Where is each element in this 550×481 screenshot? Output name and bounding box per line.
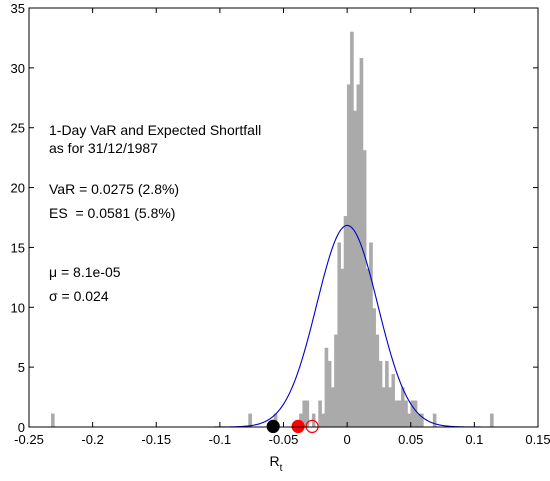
histogram-bar-14	[340, 268, 345, 428]
histogram-bar-27	[381, 387, 386, 428]
x-tick-label-4: -0.05	[269, 432, 299, 447]
var-es-markers	[266, 419, 319, 434]
histogram-bar-38	[416, 413, 421, 428]
histogram-bar-8	[321, 413, 326, 428]
histogram-bar-12	[334, 334, 338, 428]
histogram-bar-0	[51, 413, 55, 428]
x-tick-label-0: -0.25	[14, 432, 44, 447]
histogram-bar-11	[331, 387, 335, 428]
histogram-bar-15	[343, 216, 348, 428]
histogram-bar-31	[394, 400, 399, 428]
x-tick-label-5: 0	[344, 432, 351, 447]
y-tick-label-4: 20	[11, 181, 25, 196]
es-value-text: ES = 0.0581 (5.8%)	[49, 205, 175, 221]
x-tick-label-6: 0.05	[398, 432, 423, 447]
y-tick-label-7: 35	[11, 1, 25, 16]
histogram-bars	[51, 31, 494, 428]
x-tick-label-7: 0.1	[465, 432, 483, 447]
histogram-bar-41	[490, 413, 494, 428]
mu-value-text: μ = 8.1e-05	[49, 264, 121, 280]
histogram-bar-16	[346, 84, 351, 428]
x-tick-label-1: -0.2	[81, 432, 103, 447]
histogram-bar-26	[378, 360, 383, 428]
histogram-bar-24	[372, 308, 376, 428]
var-value-text: VaR = 0.0275 (2.8%)	[49, 181, 179, 197]
sigma-value-text: σ = 0.024	[49, 288, 109, 304]
histogram-bar-40	[432, 413, 437, 428]
marker-0	[266, 419, 280, 434]
y-tick-label-3: 15	[11, 240, 25, 255]
histogram-bar-13	[337, 242, 341, 428]
y-tick-label-1: 5	[18, 360, 25, 375]
histogram-bar-25	[375, 334, 380, 428]
histogram-bar-32	[397, 400, 402, 428]
y-tick-label-5: 25	[11, 121, 25, 136]
marker-1	[291, 419, 305, 434]
histogram-bar-30	[391, 374, 396, 428]
histogram-bar-9	[324, 347, 329, 428]
histogram-bar-7	[318, 400, 322, 428]
annotation-title-line1: 1-Day VaR and Expected Shortfall	[49, 122, 261, 138]
histogram-bar-34	[404, 400, 408, 428]
histogram-bar-23	[369, 242, 373, 428]
y-tick-label-2: 10	[11, 300, 25, 315]
histogram-bar-28	[385, 360, 389, 428]
histogram-bar-18	[353, 110, 357, 428]
normal-density-curve	[29, 224, 538, 428]
histogram-bar-10	[327, 360, 332, 428]
sigma-symbol: σ	[49, 288, 58, 304]
y-tick-label-6: 30	[11, 61, 25, 76]
axis-ticks: -0.25 -0.2 -0.15 -0.1 -0.05 0 0.05 0.1 0.15 0 5 10 1…	[11, 1, 550, 447]
mu-symbol: μ	[49, 264, 57, 280]
histogram-bar-29	[388, 387, 392, 428]
y-tick-label-0: 0	[18, 420, 25, 435]
annotation-title-line2: as for 31/12/1987	[49, 140, 158, 156]
histogram-bar-22	[366, 268, 370, 428]
x-tick-label-3: -0.1	[209, 432, 231, 447]
histogram-bar-19	[356, 84, 361, 428]
x-tick-label-8: 0.15	[525, 432, 550, 447]
annotation-block: 1-Day VaR and Expected Shortfall as for …	[49, 122, 261, 304]
x-axis-label-subscript: t	[280, 463, 283, 474]
mu-value: = 8.1e-05	[57, 264, 121, 280]
marker-2	[305, 419, 319, 434]
x-tick-label-2: -0.15	[141, 432, 171, 447]
histogram-bar-37	[413, 400, 418, 428]
sigma-value: = 0.024	[58, 288, 109, 304]
x-axis-label: Rt	[270, 453, 283, 474]
histogram-bar-21	[362, 150, 367, 428]
histogram-bar-33	[401, 387, 405, 428]
